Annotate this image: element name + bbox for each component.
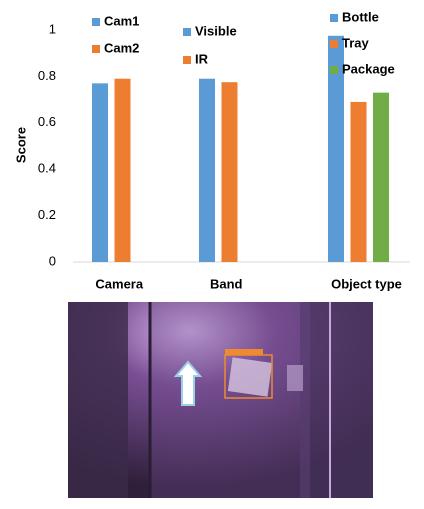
legend-swatch bbox=[92, 18, 100, 26]
x-tick-label: Camera bbox=[95, 276, 143, 291]
legend-label: Visible bbox=[195, 23, 237, 38]
legend-label: Bottle bbox=[342, 9, 379, 24]
photo bbox=[68, 302, 373, 498]
legend-label: Package bbox=[342, 61, 395, 76]
y-tick-label: 0.8 bbox=[38, 68, 56, 83]
bar bbox=[222, 82, 238, 262]
legend-label: IR bbox=[195, 51, 209, 66]
legend-label: Cam2 bbox=[104, 40, 139, 55]
y-tick-label: 1 bbox=[49, 21, 56, 36]
figure: Score 0 0.2 0.4 0.6 0.8 1 Camera Cam1 Cam2 Band Vi… bbox=[0, 0, 424, 504]
legend-swatch bbox=[92, 45, 100, 53]
legend-swatch bbox=[330, 40, 338, 48]
bar bbox=[199, 79, 215, 262]
x-tick-label: Band bbox=[210, 276, 243, 291]
y-axis-label: Score bbox=[13, 127, 28, 163]
bar bbox=[92, 83, 108, 262]
legend-label: Tray bbox=[342, 35, 370, 50]
legend-swatch bbox=[183, 56, 191, 64]
y-tick-label: 0.2 bbox=[38, 207, 56, 222]
legend-swatch bbox=[183, 28, 191, 36]
bar bbox=[351, 102, 367, 262]
y-tick-label: 0.4 bbox=[38, 161, 56, 176]
x-tick-label: Object type bbox=[331, 276, 402, 291]
y-tick-label: 0 bbox=[49, 253, 56, 268]
legend-swatch bbox=[330, 14, 338, 22]
legend-label: Cam1 bbox=[104, 13, 139, 28]
legend-swatch bbox=[330, 66, 338, 74]
bar bbox=[373, 93, 389, 262]
y-tick-label: 0.6 bbox=[38, 114, 56, 129]
bar bbox=[115, 79, 131, 262]
